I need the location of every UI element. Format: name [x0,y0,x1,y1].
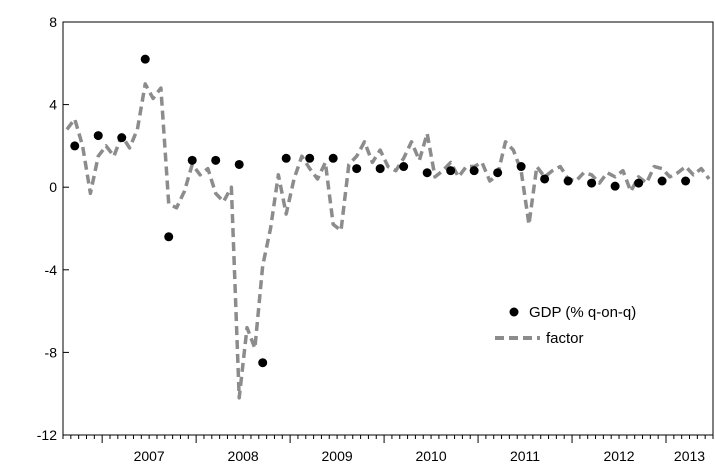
gdp-point [93,131,103,141]
gdp-point [352,164,362,174]
legend: GDP (% q-on-q) factor [495,304,636,347]
legend-factor-label: factor [546,330,584,347]
x-tick-label: 2012 [603,448,634,464]
gdp-point [234,159,244,169]
legend-gdp-marker-icon [509,307,519,317]
y-axis: 8 4 0 -4 -8 -12 [37,14,69,443]
gdp-point [563,176,573,186]
y-tick-label: -8 [45,344,58,360]
y-tick-label: 4 [49,97,57,113]
gdp-point [70,141,80,151]
gdp-point [634,178,644,188]
factor-line [65,82,711,400]
gdp-point [305,153,315,163]
gdp-point [681,176,691,186]
gdp-point [422,168,432,178]
plot-frame [62,21,714,436]
y-tick-label: 0 [49,179,57,195]
x-tick-label: 2011 [510,448,540,464]
gdp-series [70,54,691,368]
gdp-point [516,162,526,172]
gdp-point [328,153,338,163]
gdp-point [469,166,479,176]
gdp-point [211,155,221,165]
gdp-point [258,358,268,368]
gdp-point [610,181,620,191]
y-tick-label: -12 [37,427,57,443]
x-tick-label: 2008 [228,448,259,464]
gdp-point [493,168,503,178]
legend-gdp-label: GDP (% q-on-q) [529,304,636,321]
gdp-point [540,174,550,184]
gdp-point [187,155,197,165]
x-tick-label: 2007 [134,448,165,464]
x-tick-label: 2010 [415,448,446,464]
gdp-point [587,178,597,188]
gdp-point [375,164,385,174]
x-axis: 2007 2008 2009 2010 2011 2012 2013 [62,435,714,464]
gdp-point [399,162,409,172]
gdp-point [281,153,291,163]
y-tick-label: -4 [45,262,58,278]
gdp-point [140,54,150,64]
factor-series [65,82,711,400]
gdp-point [164,232,174,242]
y-tick-label: 8 [49,14,57,30]
gdp-point [117,133,127,143]
x-tick-label: 2013 [674,448,705,464]
gdp-point [657,176,667,186]
x-tick-label: 2009 [322,448,353,464]
gdp-point [446,166,456,176]
